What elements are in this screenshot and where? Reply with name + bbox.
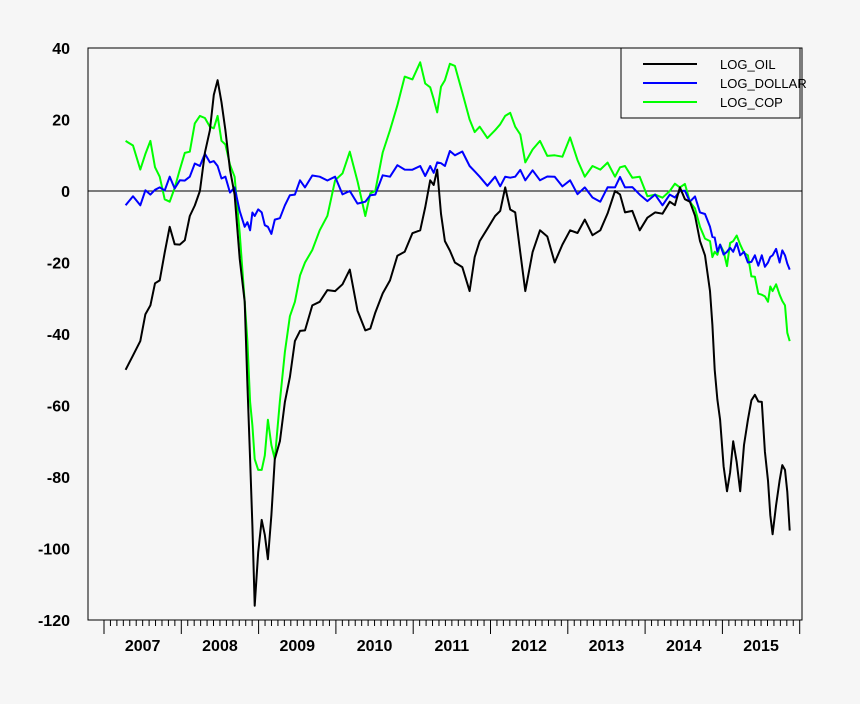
y-tick-label: -100 bbox=[38, 542, 70, 559]
y-tick-label: -40 bbox=[47, 327, 70, 344]
x-tick-label: 2013 bbox=[589, 638, 625, 655]
y-tick-label: 40 bbox=[52, 41, 70, 58]
y-tick-label: -60 bbox=[47, 399, 70, 416]
plot-area bbox=[87, 47, 803, 621]
y-tick-label: -20 bbox=[47, 256, 70, 273]
x-tick-label: 2011 bbox=[434, 638, 469, 655]
x-tick-label: 2015 bbox=[743, 638, 779, 655]
x-tick-label: 2012 bbox=[511, 638, 547, 655]
x-tick-label: 2009 bbox=[279, 638, 315, 655]
x-tick-label: 2010 bbox=[357, 638, 393, 655]
x-tick-label: 2008 bbox=[202, 638, 238, 655]
y-tick-label: -80 bbox=[47, 470, 70, 487]
y-tick-label: 20 bbox=[52, 113, 70, 130]
x-tick-label: 2007 bbox=[125, 638, 161, 655]
y-tick-label: 0 bbox=[61, 184, 70, 201]
x-tick-label: 2014 bbox=[666, 638, 702, 655]
legend-label: LOG_DOLLAR bbox=[720, 76, 807, 91]
legend-label: LOG_COP bbox=[720, 95, 783, 110]
y-tick-label: -120 bbox=[38, 613, 70, 630]
legend: LOG_OIL LOG_DOLLAR LOG_COP bbox=[620, 47, 807, 119]
legend-label: LOG_OIL bbox=[720, 57, 776, 72]
series-line-log-oil bbox=[124, 79, 791, 607]
